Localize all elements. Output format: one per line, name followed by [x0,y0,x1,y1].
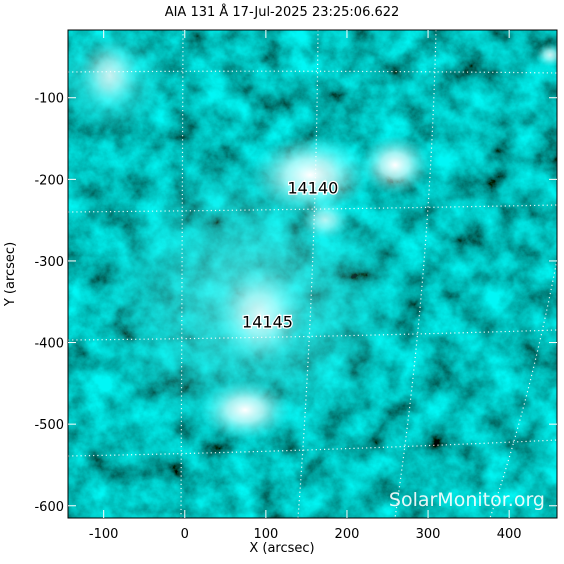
y-tick-label: -500 [34,418,64,433]
solar-image [68,30,557,518]
plot-frame [67,29,558,519]
watermark: SolarMonitor.org [389,489,545,511]
y-tick-label: -100 [34,92,64,107]
x-axis-label: X (arcsec) [249,541,314,556]
x-tick-label: 400 [497,527,522,542]
region-label: 14140 [287,178,338,197]
y-tick-label: -600 [34,500,64,515]
y-axis-label: Y (arcsec) [3,242,18,307]
y-tick-label: -200 [34,173,64,188]
x-tick-label: 100 [253,527,278,542]
x-tick-label: -100 [89,527,119,542]
x-tick-label: 0 [181,527,189,542]
region-label: 14145 [242,312,293,331]
x-tick-label: 200 [335,527,360,542]
chart-title: AIA 131 Å 17-Jul-2025 23:25:06.622 [165,4,400,20]
x-tick-label: 300 [416,527,441,542]
y-tick-label: -300 [34,255,64,270]
y-tick-label: -400 [34,337,64,352]
